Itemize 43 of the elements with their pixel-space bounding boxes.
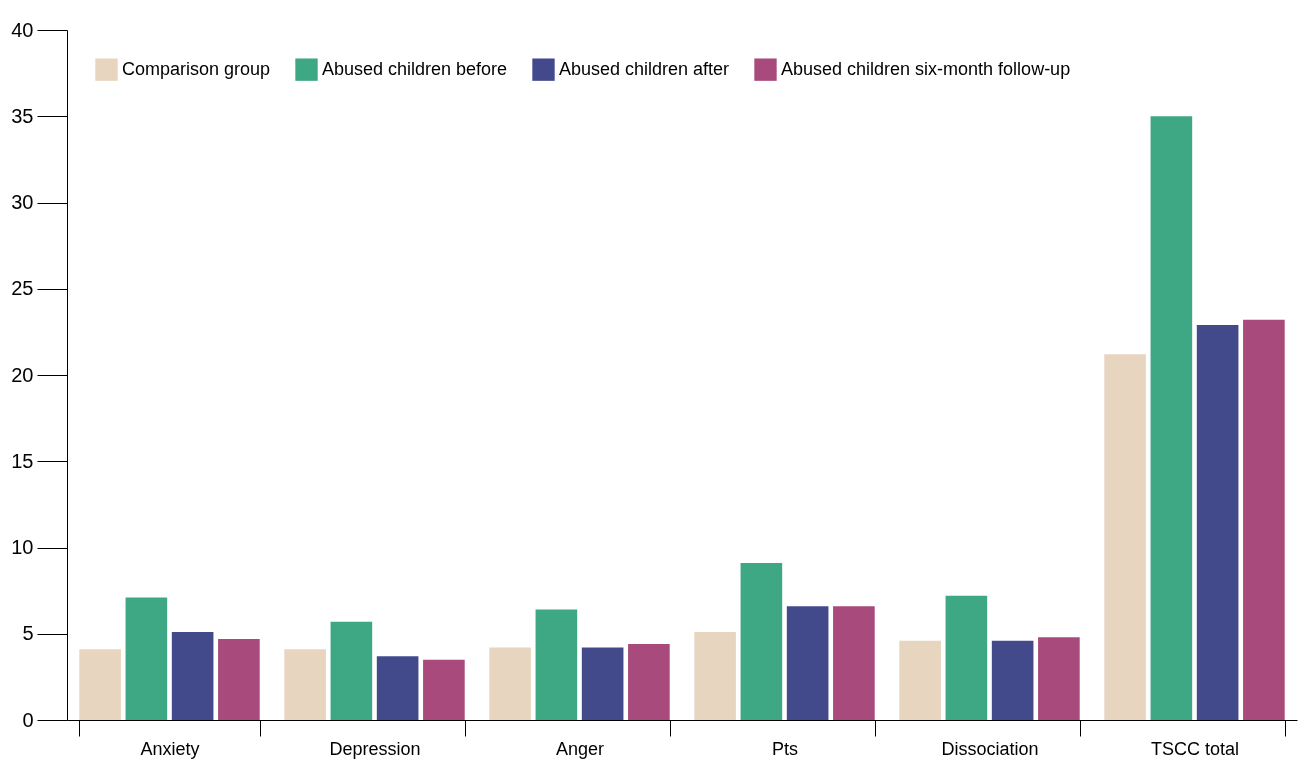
bar [423, 659, 465, 720]
x-tick-label: Pts [771, 738, 799, 759]
bar [694, 632, 736, 720]
bar [1196, 324, 1239, 720]
legend-label: Comparison group [122, 58, 271, 79]
bar [628, 644, 670, 720]
y-tick-label: 5 [22, 622, 34, 645]
x-tick-label: Anger [555, 738, 605, 759]
y-tick-label: 10 [11, 536, 34, 558]
y-tick-label: 20 [11, 363, 34, 386]
bar [833, 606, 875, 720]
x-tick-label: Dissociation [941, 738, 1039, 759]
bar [1243, 319, 1285, 720]
bar [740, 563, 783, 720]
bar [899, 640, 941, 720]
bar [489, 647, 531, 720]
y-tick-label: 0 [22, 708, 34, 731]
bar [1038, 637, 1080, 720]
y-tick-label: 40 [11, 18, 34, 41]
bar [945, 595, 988, 720]
bar [786, 606, 829, 720]
x-tick-label: Depression [329, 738, 421, 759]
y-tick-label: 25 [11, 277, 34, 300]
y-tick-label: 35 [11, 104, 34, 127]
bar [581, 647, 624, 720]
legend-label: Abused children six-month follow-up [781, 58, 1071, 79]
bar [284, 649, 326, 720]
x-tick-label: Anxiety [140, 738, 200, 759]
bar [991, 640, 1034, 720]
bar [218, 638, 260, 720]
x-tick-label: TSCC total [1150, 738, 1240, 759]
bar [376, 656, 419, 720]
y-tick-label: 15 [11, 449, 34, 472]
bar [330, 621, 373, 720]
bar [79, 649, 121, 720]
bar [171, 632, 214, 720]
bar [1150, 116, 1193, 720]
bar [125, 597, 168, 720]
bar [535, 609, 578, 720]
legend-label: Abused children before [322, 58, 508, 79]
y-tick-label: 30 [11, 191, 34, 213]
bar [1104, 354, 1146, 720]
legend-label: Abused children after [559, 58, 730, 79]
